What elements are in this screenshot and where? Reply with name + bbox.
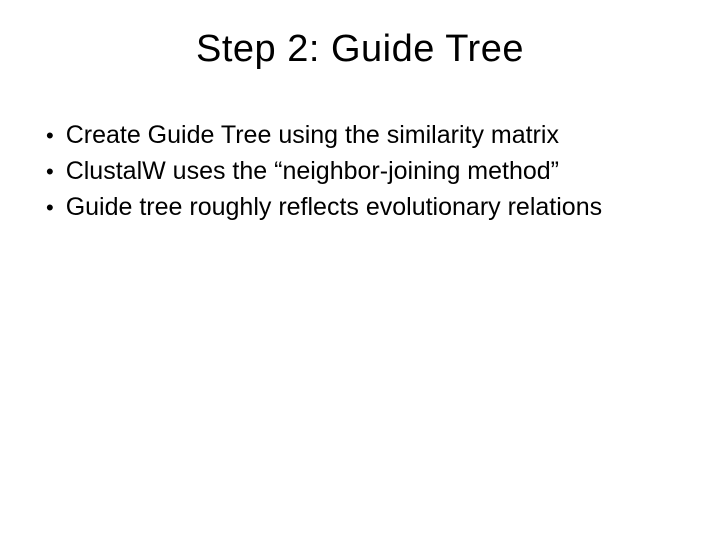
slide: Step 2: Guide Tree • Create Guide Tree u… <box>0 0 720 540</box>
list-item: • Create Guide Tree using the similarity… <box>44 119 684 153</box>
bullet-list: • Create Guide Tree using the similarity… <box>36 119 684 224</box>
list-item: • Guide tree roughly reflects evolutiona… <box>44 191 684 225</box>
bullet-text: Create Guide Tree using the similarity m… <box>66 119 684 153</box>
bullet-icon: • <box>46 155 54 188</box>
bullet-icon: • <box>46 191 54 224</box>
bullet-icon: • <box>46 119 54 152</box>
bullet-text: Guide tree roughly reflects evolutionary… <box>66 191 684 225</box>
slide-title: Step 2: Guide Tree <box>36 28 684 71</box>
list-item: • ClustalW uses the “neighbor-joining me… <box>44 155 684 189</box>
bullet-text: ClustalW uses the “neighbor-joining meth… <box>66 155 684 189</box>
